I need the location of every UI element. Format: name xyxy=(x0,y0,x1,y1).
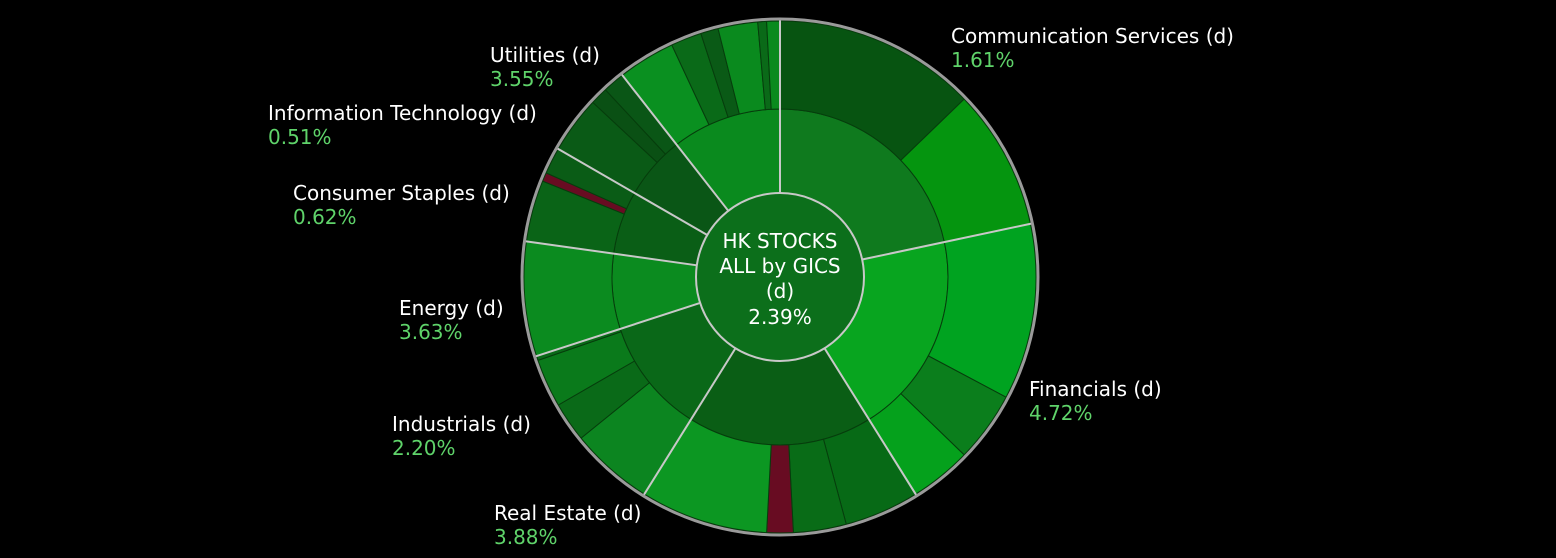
separator-line xyxy=(620,73,730,212)
separator-line xyxy=(534,302,701,358)
label-energy: Energy (d) xyxy=(399,296,504,320)
value-real-estate: 3.88% xyxy=(494,525,558,549)
value-financials: 4.72% xyxy=(1029,401,1093,425)
sector-label[interactable]: Real Estate (d) 3.88% xyxy=(494,501,641,549)
value-consumer-staples: 0.62% xyxy=(293,205,357,229)
center-title-line1: HK STOCKS xyxy=(723,229,838,253)
value-communication-services: 1.61% xyxy=(951,48,1015,72)
sector-label[interactable]: Information Technology (d) 0.51% xyxy=(268,101,537,149)
value-industrials: 2.20% xyxy=(392,436,456,460)
sector-label[interactable]: Communication Services (d) 1.61% xyxy=(951,24,1234,72)
sector-label[interactable]: Energy (d) 3.63% xyxy=(399,296,504,344)
label-financials: Financials (d) xyxy=(1029,377,1162,401)
separator-line xyxy=(556,147,708,236)
label-utilities: Utilities (d) xyxy=(490,43,600,67)
separator-line xyxy=(861,222,1033,261)
center-title-line2: ALL by GICS xyxy=(719,254,840,278)
separator-line xyxy=(524,240,697,267)
sector-separators xyxy=(524,19,1033,497)
sunburst-sectors xyxy=(523,20,1037,534)
center-title-line3: (d) xyxy=(766,279,794,303)
value-energy: 3.63% xyxy=(399,320,463,344)
sector-label[interactable]: Consumer Staples (d) 0.62% xyxy=(293,181,510,229)
separator-line xyxy=(642,347,737,497)
sector-label[interactable]: Utilities (d) 3.55% xyxy=(490,43,600,91)
label-industrials: Industrials (d) xyxy=(392,412,531,436)
sector-label[interactable]: Industrials (d) 2.20% xyxy=(392,412,531,460)
value-information-technology: 0.51% xyxy=(268,125,332,149)
label-information-technology: Information Technology (d) xyxy=(268,101,537,125)
value-utilities: 3.55% xyxy=(490,67,554,91)
center-value: 2.39% xyxy=(748,305,812,329)
outer-ring xyxy=(520,17,1040,537)
label-real-estate: Real Estate (d) xyxy=(494,501,641,525)
label-communication-services: Communication Services (d) xyxy=(951,24,1234,48)
separator-line xyxy=(823,347,918,497)
label-consumer-staples: Consumer Staples (d) xyxy=(293,181,510,205)
center-disc[interactable] xyxy=(695,192,865,362)
sector-label[interactable]: Financials (d) 4.72% xyxy=(1029,377,1162,425)
